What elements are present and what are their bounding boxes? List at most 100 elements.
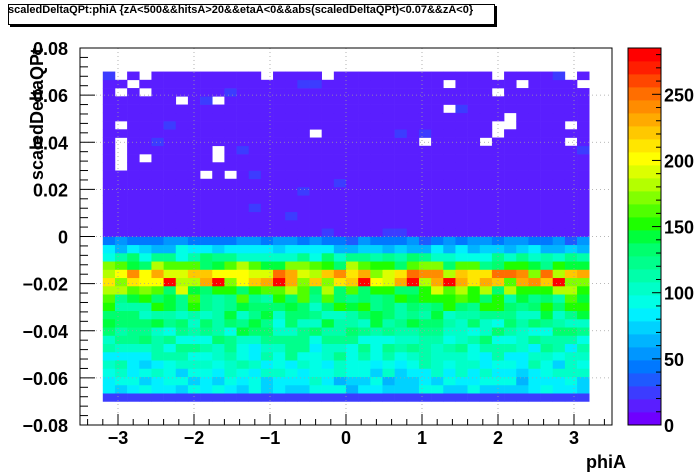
- heatmap-cell: [382, 302, 395, 312]
- heatmap-cell: [224, 343, 237, 353]
- heatmap-cell: [418, 236, 432, 246]
- heatmap-cell: [248, 244, 262, 254]
- heatmap-cell: [236, 277, 250, 287]
- heatmap-cell: [528, 318, 541, 328]
- heatmap-cell: [175, 384, 189, 394]
- heatmap-cell: [479, 203, 493, 213]
- heatmap-cell: [431, 294, 444, 303]
- heatmap-cell: [406, 228, 420, 237]
- heatmap-cell: [431, 154, 444, 163]
- heatmap-cell: [187, 343, 201, 353]
- heatmap-cell: [467, 71, 481, 81]
- heatmap-cell: [127, 285, 140, 295]
- heatmap-cell: [200, 220, 213, 229]
- heatmap-cell: [577, 195, 590, 204]
- heatmap-cell: [333, 195, 347, 204]
- title-box: [8, 4, 495, 25]
- x-tick-label: −1: [260, 428, 281, 448]
- heatmap-cell: [406, 211, 420, 221]
- heatmap-cell: [309, 112, 322, 122]
- heatmap-cell: [175, 310, 189, 320]
- z-tick-label: 0: [664, 416, 674, 436]
- heatmap-cell: [552, 335, 566, 345]
- heatmap-cell: [102, 178, 116, 188]
- heatmap-cell: [285, 252, 298, 262]
- heatmap-cell: [577, 277, 590, 287]
- palette-swatch: [628, 178, 661, 192]
- heatmap-cell: [248, 203, 262, 213]
- heatmap-cell: [114, 393, 128, 402]
- heatmap-cell: [139, 236, 152, 246]
- heatmap-cell: [516, 203, 529, 213]
- heatmap-cell: [443, 96, 456, 105]
- heatmap-cell: [406, 88, 420, 97]
- heatmap-cell: [540, 318, 554, 328]
- heatmap-cell: [273, 137, 286, 147]
- heatmap-cell: [479, 162, 493, 171]
- heatmap-cell: [443, 170, 456, 180]
- heatmap-cell: [212, 318, 225, 328]
- heatmap-cell: [394, 88, 408, 97]
- heatmap-cell: [467, 294, 481, 303]
- heatmap-cell: [151, 203, 164, 213]
- heatmap-cell: [187, 195, 201, 204]
- heatmap-cell: [358, 393, 371, 402]
- heatmap-cell: [187, 121, 201, 130]
- heatmap-cell: [346, 178, 359, 188]
- heatmap-cell: [394, 343, 408, 353]
- heatmap-cell: [175, 203, 189, 213]
- heatmap-cell: [394, 376, 408, 386]
- heatmap-cell: [564, 162, 578, 171]
- heatmap-cell: [528, 112, 541, 122]
- heatmap-cell: [516, 96, 529, 105]
- heatmap-cell: [504, 294, 517, 303]
- heatmap-cell: [504, 228, 517, 237]
- heatmap-cell: [200, 145, 213, 155]
- heatmap-cell: [479, 269, 493, 279]
- heatmap-cell: [455, 327, 468, 336]
- heatmap-cell: [114, 261, 128, 270]
- heatmap-cell: [200, 252, 213, 262]
- heatmap-cell: [540, 228, 554, 237]
- heatmap-cell: [273, 236, 286, 246]
- heatmap-cell: [346, 302, 359, 312]
- heatmap-cell: [102, 302, 116, 312]
- heatmap-cell: [443, 187, 456, 196]
- z-tick-label: 50: [664, 350, 684, 370]
- heatmap-cell: [212, 261, 225, 270]
- heatmap-cell: [236, 170, 250, 180]
- heatmap-cell: [467, 269, 481, 279]
- heatmap-cell: [212, 376, 225, 386]
- heatmap-cell: [163, 178, 177, 188]
- heatmap-cell: [577, 368, 590, 377]
- heatmap-cell: [346, 285, 359, 295]
- heatmap-cell: [394, 285, 408, 295]
- heatmap-cell: [394, 187, 408, 196]
- heatmap-cell: [309, 343, 322, 353]
- heatmap-cell: [285, 228, 298, 237]
- heatmap-cell: [333, 71, 347, 81]
- heatmap-cell: [564, 145, 578, 155]
- heatmap-cell: [467, 79, 481, 89]
- heatmap-cell: [151, 79, 164, 89]
- heatmap-cell: [431, 71, 444, 81]
- heatmap-cell: [552, 343, 566, 353]
- heatmap-cell: [309, 211, 322, 221]
- heatmap-cell: [552, 71, 566, 81]
- heatmap-cell: [346, 351, 359, 361]
- heatmap-cell: [370, 360, 383, 369]
- heatmap-cell: [139, 376, 152, 386]
- heatmap-cell: [175, 154, 189, 163]
- heatmap-cell: [309, 376, 322, 386]
- heatmap-cell: [151, 360, 164, 369]
- heatmap-cell: [285, 79, 298, 89]
- heatmap-cell: [309, 178, 322, 188]
- heatmap-cell: [321, 211, 335, 221]
- heatmap-cell: [358, 294, 371, 303]
- heatmap-cell: [479, 302, 493, 312]
- heatmap-cell: [333, 384, 347, 394]
- heatmap-cell: [552, 88, 566, 97]
- heatmap-cell: [333, 351, 347, 361]
- heatmap-cell: [577, 228, 590, 237]
- heatmap-cell: [260, 360, 274, 369]
